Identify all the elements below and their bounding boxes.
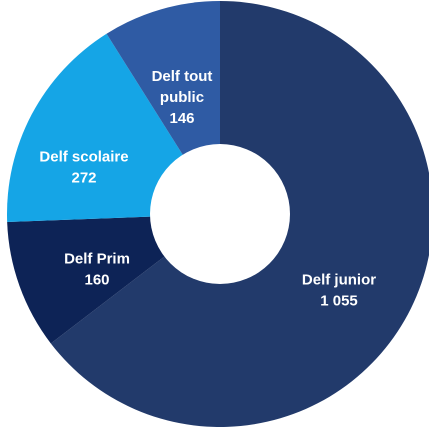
slice-label-delf-junior: Delf junior 1 055 bbox=[302, 271, 376, 309]
slice-label-delf-scolaire: Delf scolaire 272 bbox=[39, 148, 128, 186]
slice-name-label: Delf Prim bbox=[64, 250, 130, 267]
slice-label-delf-tout-public: Delf tout public 146 bbox=[152, 68, 213, 127]
slice-value-label: 272 bbox=[71, 169, 96, 186]
slice-label-delf-prim: Delf Prim 160 bbox=[64, 250, 130, 288]
slice-value-label: 160 bbox=[84, 271, 109, 288]
slice-value-label: 1 055 bbox=[320, 292, 358, 309]
donut-hole bbox=[150, 144, 290, 284]
slice-labels: Delf junior 1 055 Delf Prim 160 Delf scolair… bbox=[39, 68, 376, 310]
slice-name-label: Delf scolaire bbox=[39, 148, 128, 165]
slice-name-label: Delf junior bbox=[302, 271, 376, 288]
slice-value-label: 146 bbox=[169, 110, 194, 127]
slice-name-label: Delf tout bbox=[152, 68, 213, 85]
slice-name-label: public bbox=[160, 89, 204, 106]
